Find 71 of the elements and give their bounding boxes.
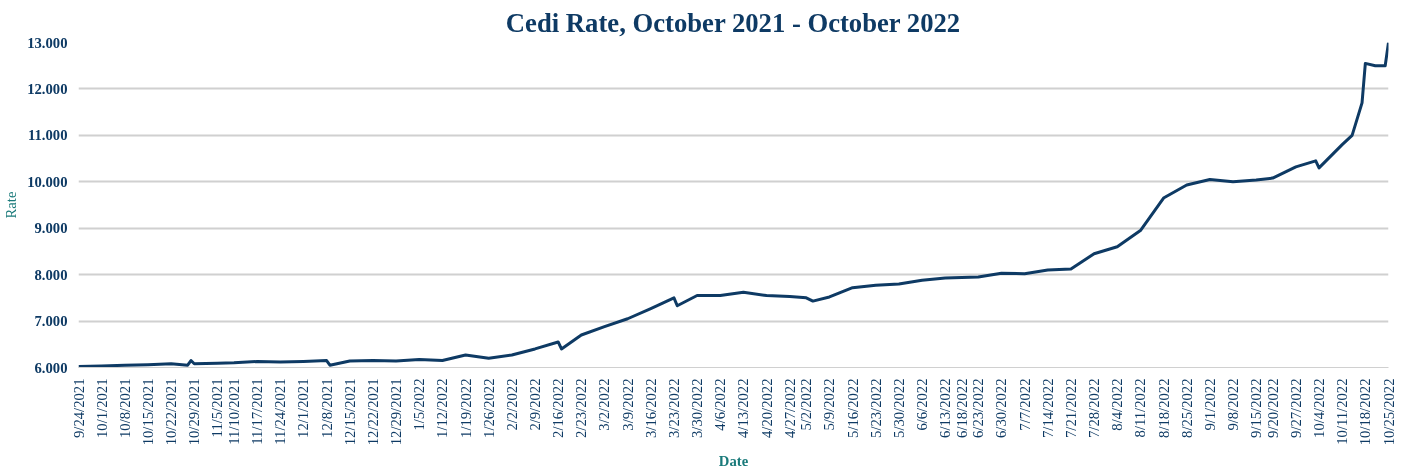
x-tick-label: 4/13/2022 xyxy=(735,378,752,438)
x-tick-label: 3/23/2022 xyxy=(665,378,682,438)
x-tick-label: 5/9/2022 xyxy=(821,378,838,431)
y-axis-title: Rate xyxy=(3,191,20,219)
x-tick-label: 1/5/2022 xyxy=(411,378,428,431)
x-tick-label: 8/4/2022 xyxy=(1109,378,1126,431)
x-tick-label: 9/8/2022 xyxy=(1225,378,1242,431)
x-tick-label: 8/11/2022 xyxy=(1132,378,1149,438)
y-tick-label: 12.000 xyxy=(27,80,68,97)
x-tick-label: 3/16/2022 xyxy=(642,378,659,438)
y-tick-label: 11.000 xyxy=(28,127,68,144)
x-tick-label: 9/24/2021 xyxy=(70,378,87,438)
x-tick-label: 10/4/2022 xyxy=(1311,378,1328,438)
x-tick-label: 5/16/2022 xyxy=(844,378,861,438)
x-tick-label: 12/15/2021 xyxy=(341,378,358,446)
y-tick-label: 13.000 xyxy=(27,34,68,51)
x-tick-label: 4/20/2022 xyxy=(758,378,775,438)
line-series xyxy=(78,42,1389,368)
x-tick-label: 5/2/2022 xyxy=(798,378,815,431)
x-tick-label: 6/23/2022 xyxy=(970,378,987,438)
x-tick-label: 9/20/2022 xyxy=(1264,378,1281,438)
x-tick-label: 8/18/2022 xyxy=(1155,378,1172,438)
x-tick-label: 5/30/2022 xyxy=(890,378,907,438)
x-tick-label: 10/11/2022 xyxy=(1334,378,1351,445)
x-tick-label: 3/9/2022 xyxy=(619,378,636,431)
x-tick-label: 7/14/2022 xyxy=(1039,378,1056,438)
x-tick-label: 6/6/2022 xyxy=(914,378,931,431)
x-tick-label: 9/15/2022 xyxy=(1248,378,1265,438)
x-tick-label: 3/30/2022 xyxy=(689,378,706,438)
x-tick-label: 1/19/2022 xyxy=(457,378,474,438)
x-tick-label: 6/30/2022 xyxy=(993,378,1010,438)
x-tick-label: 10/1/2021 xyxy=(93,378,110,438)
x-tick-label: 10/25/2022 xyxy=(1380,378,1397,446)
x-tick-label: 11/17/2021 xyxy=(249,378,266,445)
x-tick-label: 2/9/2022 xyxy=(527,378,544,431)
x-tick-label: 1/12/2022 xyxy=(434,378,451,438)
x-tick-label: 4/6/2022 xyxy=(712,378,729,431)
x-tick-label: 5/23/2022 xyxy=(867,378,884,438)
x-tick-label: 2/2/2022 xyxy=(503,378,520,431)
x-tick-label: 1/26/2022 xyxy=(480,378,497,438)
y-tick-label: 8.000 xyxy=(34,266,68,283)
x-tick-label: 11/24/2021 xyxy=(272,378,289,445)
x-tick-label: 11/10/2021 xyxy=(225,378,242,445)
x-axis-title: Date xyxy=(718,453,749,470)
x-tick-label: 4/27/2022 xyxy=(781,378,798,438)
x-tick-label: 12/1/2021 xyxy=(295,378,312,438)
x-tick-label: 10/22/2021 xyxy=(163,378,180,446)
x-tick-label: 10/29/2021 xyxy=(186,378,203,446)
chart-title: Cedi Rate, October 2021 - October 2022 xyxy=(505,7,961,38)
x-tick-label: 12/29/2021 xyxy=(388,378,405,446)
x-tick-label: 9/1/2022 xyxy=(1201,378,1218,431)
x-tick-label: 11/5/2021 xyxy=(209,378,226,438)
y-tick-label: 9.000 xyxy=(34,220,68,237)
x-tick-label: 10/15/2021 xyxy=(139,378,156,446)
x-tick-label: 7/28/2022 xyxy=(1086,378,1103,438)
x-tick-label: 7/21/2022 xyxy=(1062,378,1079,438)
x-tick-label: 12/8/2021 xyxy=(318,378,335,438)
x-tick-label: 7/7/2022 xyxy=(1016,378,1033,431)
x-tick-label: 8/25/2022 xyxy=(1178,378,1195,438)
x-tick-label: 6/18/2022 xyxy=(953,378,970,438)
x-tick-label: 9/27/2022 xyxy=(1287,378,1304,438)
x-tick-label: 2/16/2022 xyxy=(550,378,567,438)
x-tick-label: 2/23/2022 xyxy=(573,378,590,438)
y-tick-label: 6.000 xyxy=(34,359,68,376)
x-tick-label: 3/2/2022 xyxy=(596,378,613,431)
y-tick-label: 10.000 xyxy=(27,173,68,190)
x-tick-label: 6/13/2022 xyxy=(937,378,954,438)
y-tick-label: 7.000 xyxy=(34,313,68,330)
x-tick-label: 12/22/2021 xyxy=(364,378,381,446)
x-tick-label: 10/8/2021 xyxy=(116,378,133,438)
x-tick-label: 10/18/2022 xyxy=(1357,378,1374,446)
